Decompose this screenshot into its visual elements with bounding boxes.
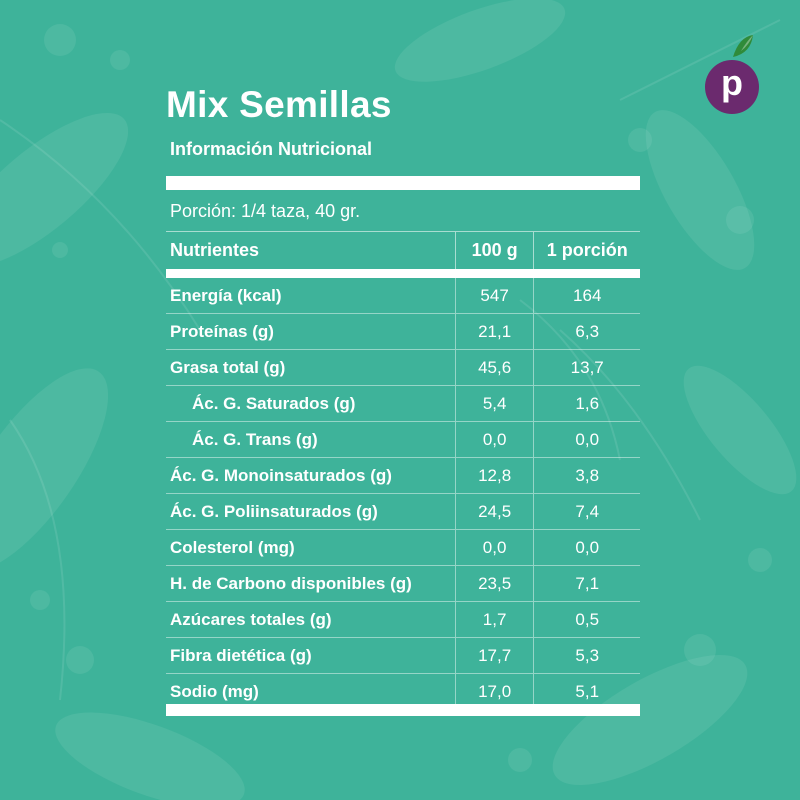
value-per-portion: 13,7 xyxy=(533,350,640,385)
portion-size: Porción: 1/4 taza, 40 gr. xyxy=(170,201,361,221)
value-per-100g: 1,7 xyxy=(454,602,534,637)
value-per-portion: 7,1 xyxy=(533,566,640,601)
value-per-100g: 5,4 xyxy=(454,386,534,421)
bottom-divider xyxy=(166,704,640,716)
header-per-portion: 1 porción xyxy=(533,232,640,269)
table-row: Ác. G. Saturados (g) 5,4 1,6 xyxy=(166,386,640,422)
nutrient-name: Azúcares totales (g) xyxy=(170,609,332,629)
plum-logo-icon: p xyxy=(705,35,759,114)
leaf-icon xyxy=(733,35,753,57)
header-nutrients: Nutrientes xyxy=(170,240,260,260)
value-per-portion: 5,3 xyxy=(533,638,640,673)
product-title: Mix Semillas xyxy=(166,84,392,125)
nutrient-name: Grasa total (g) xyxy=(170,357,286,377)
nutrient-name: Ác. G. Monoinsaturados (g) xyxy=(170,465,392,485)
nutrient-name: Energía (kcal) xyxy=(170,285,282,305)
table-row: Ác. G. Monoinsaturados (g) 12,8 3,8 xyxy=(166,458,640,494)
value-per-100g: 0,0 xyxy=(454,530,534,565)
value-per-portion: 0,5 xyxy=(533,602,640,637)
value-per-100g: 23,5 xyxy=(454,566,534,601)
value-per-100g: 17,0 xyxy=(454,674,534,710)
table-row: Grasa total (g) 45,6 13,7 xyxy=(166,350,640,386)
header-divider xyxy=(166,269,640,278)
value-per-portion: 0,0 xyxy=(533,422,640,457)
value-per-100g: 24,5 xyxy=(454,494,534,529)
value-per-100g: 547 xyxy=(454,278,534,313)
nutrient-name: Proteínas (g) xyxy=(170,321,274,341)
nutrient-name: Colesterol (mg) xyxy=(170,537,295,557)
value-per-portion: 0,0 xyxy=(533,530,640,565)
value-per-100g: 21,1 xyxy=(454,314,534,349)
nutrient-name: Ác. G. Saturados (g) xyxy=(192,393,356,413)
logo-letter: p xyxy=(721,62,743,103)
nutrient-name: Ác. G. Poliinsaturados (g) xyxy=(170,501,378,521)
nutrient-name: Sodio (mg) xyxy=(170,682,259,701)
value-per-portion: 3,8 xyxy=(533,458,640,493)
table-row: Fibra dietética (g) 17,7 5,3 xyxy=(166,638,640,674)
value-per-100g: 0,0 xyxy=(454,422,534,457)
table-header: Nutrientes 100 g 1 porción xyxy=(166,232,640,269)
table-row: H. de Carbono disponibles (g) 23,5 7,1 xyxy=(166,566,640,602)
value-per-100g: 45,6 xyxy=(454,350,534,385)
table-row: Azúcares totales (g) 1,7 0,5 xyxy=(166,602,640,638)
nutrition-subtitle: Información Nutricional xyxy=(170,139,373,159)
value-per-100g: 17,7 xyxy=(454,638,534,673)
nutrition-table-body: Energía (kcal) 547 164 Proteínas (g) 21,… xyxy=(166,278,640,710)
table-row: Energía (kcal) 547 164 xyxy=(166,278,640,314)
value-per-portion: 5,1 xyxy=(533,674,640,710)
nutrient-name: Fibra dietética (g) xyxy=(170,645,312,665)
value-per-portion: 1,6 xyxy=(533,386,640,421)
nutrient-name: H. de Carbono disponibles (g) xyxy=(170,573,412,593)
table-row: Sodio (mg) 17,0 5,1 xyxy=(166,674,640,710)
table-row: Colesterol (mg) 0,0 0,0 xyxy=(166,530,640,566)
value-per-portion: 7,4 xyxy=(533,494,640,529)
value-per-100g: 12,8 xyxy=(454,458,534,493)
header-per-100g: 100 g xyxy=(454,232,534,269)
top-divider xyxy=(166,176,640,190)
table-row: Proteínas (g) 21,1 6,3 xyxy=(166,314,640,350)
nutrient-name: Ác. G. Trans (g) xyxy=(192,429,318,449)
value-per-portion: 164 xyxy=(533,278,640,313)
table-row: Ác. G. Trans (g) 0,0 0,0 xyxy=(166,422,640,458)
value-per-portion: 6,3 xyxy=(533,314,640,349)
portion-divider xyxy=(166,231,640,232)
table-row: Ác. G. Poliinsaturados (g) 24,5 7,4 xyxy=(166,494,640,530)
